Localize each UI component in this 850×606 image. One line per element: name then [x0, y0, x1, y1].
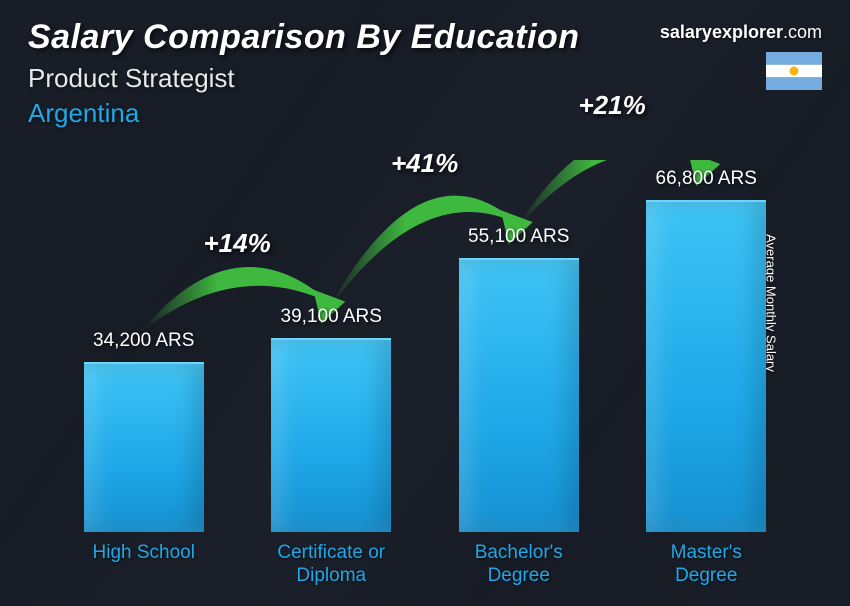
bar-slot: 66,800 ARS: [613, 160, 801, 532]
bar-value-label: 55,100 ARS: [468, 226, 569, 248]
chart-title: Salary Comparison By Education: [28, 18, 580, 57]
x-axis-label: Certificate orDiploma: [238, 536, 426, 586]
bars-container: 34,200 ARS 39,100 ARS 55,100 ARS 66,800 ARS: [50, 160, 800, 532]
bar-value-label: 39,100 ARS: [281, 306, 382, 328]
brand-light: .com: [783, 22, 822, 42]
x-labels: High SchoolCertificate orDiplomaBachelor…: [50, 536, 800, 586]
brand-bold: salaryexplorer: [660, 22, 783, 42]
bar: [459, 258, 579, 532]
bar-slot: 55,100 ARS: [425, 160, 613, 532]
bar-slot: 39,100 ARS: [238, 160, 426, 532]
chart-area: +14%+41%+21% 34,200 ARS39,100 ARS55,100 …: [50, 160, 800, 586]
flag-icon: [766, 52, 822, 90]
chart-country: Argentina: [28, 98, 580, 129]
brand-label: salaryexplorer.com: [660, 22, 822, 43]
x-axis-label: Bachelor'sDegree: [425, 536, 613, 586]
header: Salary Comparison By Education Product S…: [28, 18, 580, 129]
bar: [271, 338, 391, 532]
bar: [84, 362, 204, 532]
x-axis-label: High School: [50, 536, 238, 586]
x-axis-label: Master'sDegree: [613, 536, 801, 586]
chart-subtitle: Product Strategist: [28, 63, 580, 94]
bar: [646, 200, 766, 532]
increase-label: +21%: [579, 90, 646, 121]
bar-value-label: 66,800 ARS: [656, 168, 757, 190]
bar-value-label: 34,200 ARS: [93, 330, 194, 352]
bar-slot: 34,200 ARS: [50, 160, 238, 532]
